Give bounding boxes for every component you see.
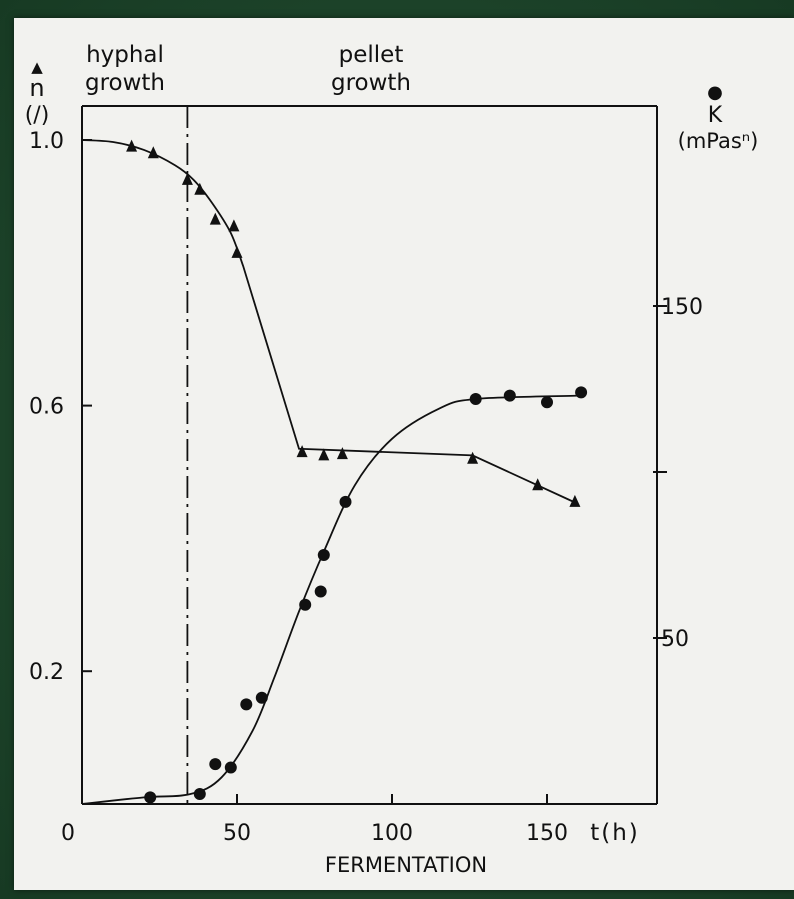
left-tick-label: 0.6 xyxy=(29,395,64,420)
triangle-point xyxy=(336,447,348,460)
left-axis-marker-symbol: ▲ xyxy=(31,58,43,76)
triangle-point xyxy=(228,219,240,232)
curves-group xyxy=(81,139,579,805)
x-axis-label: FERMENTATION xyxy=(325,853,487,877)
circle-point xyxy=(503,389,516,402)
chart-paper xyxy=(14,18,794,890)
triangle-point xyxy=(209,212,221,225)
x-tick-label: 150 xyxy=(526,821,568,846)
n-curve xyxy=(81,139,579,505)
circle-point xyxy=(224,761,237,774)
annotation-hyphal-line2: growth xyxy=(85,70,165,96)
left-tick-label: 0.2 xyxy=(29,660,64,685)
left-tick-label: 1.0 xyxy=(29,129,64,154)
circle-point xyxy=(209,758,222,771)
circle-point xyxy=(541,396,553,409)
circle-point xyxy=(339,495,352,508)
left-axis-unit: (/) xyxy=(25,103,50,128)
annotation-pellet-line2: growth xyxy=(331,70,411,96)
circle-point xyxy=(240,698,253,711)
k-curve xyxy=(81,394,579,805)
marks-group xyxy=(126,139,588,804)
circle-point xyxy=(144,791,157,804)
right-axis-label: K xyxy=(708,103,723,128)
left-axis-label: n xyxy=(29,74,44,102)
triangle-point xyxy=(467,451,479,464)
annotation-pellet-line1: pellet xyxy=(339,42,404,68)
annotation-hyphal-line1: hyphal xyxy=(86,42,164,68)
triangle-point xyxy=(318,448,330,461)
x-tick-label: 100 xyxy=(371,821,413,846)
triangle-point xyxy=(194,182,206,195)
x-tick-label: 50 xyxy=(223,821,251,846)
circle-point xyxy=(255,691,268,704)
triangle-point xyxy=(181,172,193,185)
triangle-point xyxy=(532,478,544,491)
triangle-point xyxy=(126,139,138,152)
triangle-point xyxy=(569,494,581,507)
triangle-point xyxy=(296,445,308,458)
right-axis-unit: (mPasⁿ) xyxy=(678,129,759,153)
circle-point xyxy=(575,386,588,399)
triangle-point xyxy=(147,146,159,159)
circle-point xyxy=(317,549,330,561)
x-unit-label: t(h) xyxy=(590,820,640,846)
circle-point xyxy=(193,788,206,801)
x-tick-label: 0 xyxy=(61,821,75,846)
right-axis-marker-symbol: ● xyxy=(707,82,723,103)
circle-point xyxy=(314,585,327,598)
triangle-point xyxy=(231,245,243,258)
right-tick-label: 50 xyxy=(661,627,689,652)
axes-group: 0 50 100 150 0.2 0.6 1.0 50 150 xyxy=(29,105,703,846)
circle-point xyxy=(299,598,312,611)
right-tick-label: 150 xyxy=(661,295,703,320)
circle-point xyxy=(469,392,482,405)
